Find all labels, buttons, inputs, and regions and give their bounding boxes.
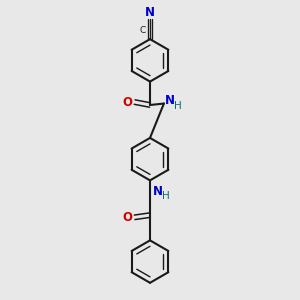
Text: C: C [140,26,146,34]
Text: H: H [174,101,182,111]
Text: O: O [122,211,132,224]
Text: N: N [153,185,163,198]
Text: N: N [145,6,155,19]
Text: N: N [165,94,175,107]
Text: O: O [122,96,132,109]
Text: H: H [162,191,170,201]
